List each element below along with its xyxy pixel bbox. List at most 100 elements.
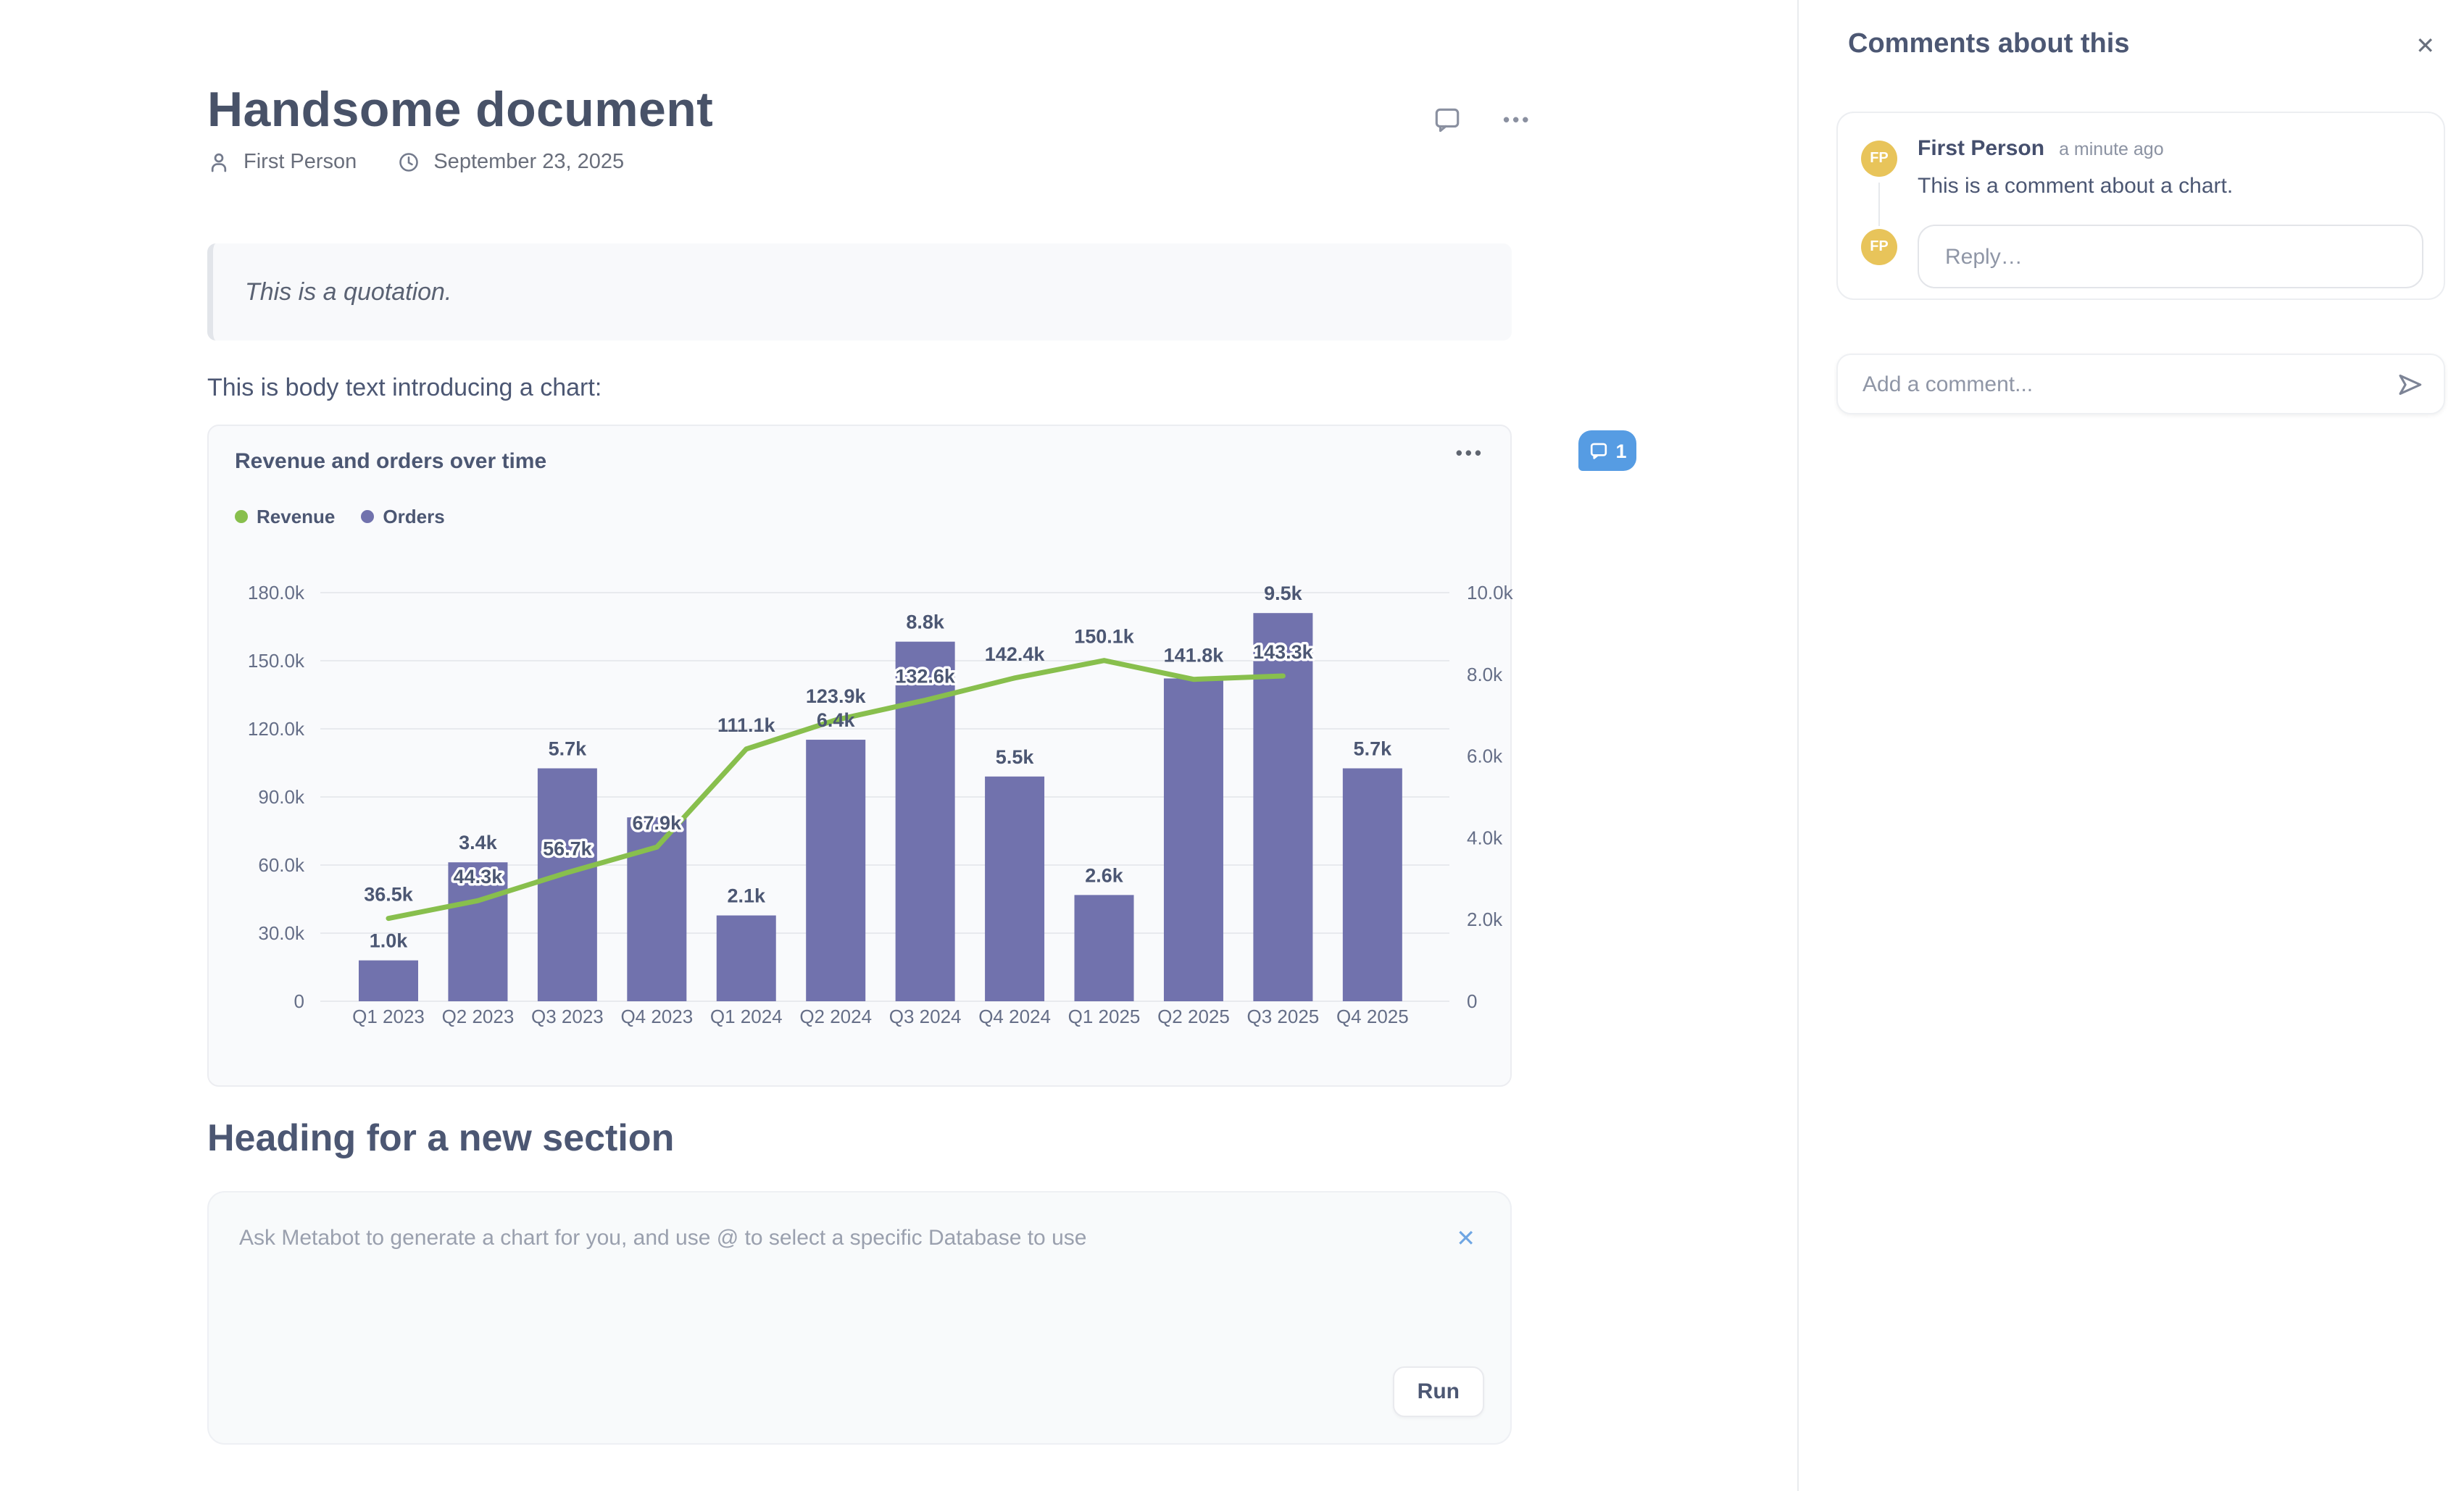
svg-text:5.5k: 5.5k [996, 746, 1035, 768]
add-comment-input[interactable] [1838, 355, 2396, 413]
comment-timestamp: a minute ago [2059, 139, 2164, 159]
legend-item-orders[interactable]: Orders [361, 506, 445, 527]
svg-text:Q3 2023: Q3 2023 [531, 1006, 604, 1027]
svg-text:6.4k: 6.4k [817, 709, 856, 731]
svg-text:120.0k: 120.0k [248, 718, 305, 740]
chart-menu-button[interactable]: ••• [1456, 443, 1484, 462]
svg-text:36.5k: 36.5k [364, 884, 414, 906]
svg-text:Q3 2025: Q3 2025 [1247, 1006, 1320, 1027]
svg-text:0: 0 [1467, 990, 1477, 1012]
svg-text:Q1 2024: Q1 2024 [710, 1006, 783, 1027]
svg-text:30.0k: 30.0k [258, 922, 305, 944]
svg-text:8.0k: 8.0k [1467, 664, 1503, 685]
chart-legend: Revenue Orders [235, 506, 445, 527]
run-button[interactable]: Run [1392, 1366, 1484, 1417]
svg-text:44.3k: 44.3k [454, 866, 504, 888]
metabot-clear-button[interactable]: ✕ [1453, 1221, 1478, 1256]
metabot-prompt-box: ✕ Run [207, 1191, 1512, 1445]
svg-text:60.0k: 60.0k [258, 854, 305, 876]
ellipsis-icon: ••• [1455, 442, 1484, 464]
svg-text:5.7k: 5.7k [1354, 738, 1393, 760]
svg-text:123.9k: 123.9k [806, 685, 867, 707]
svg-text:67.9k: 67.9k [633, 812, 683, 834]
section-heading[interactable]: Heading for a new section [207, 1116, 675, 1159]
svg-text:Q1 2023: Q1 2023 [352, 1006, 425, 1027]
svg-text:8.8k: 8.8k [906, 611, 945, 633]
revenue-legend-dot [235, 510, 248, 523]
svg-text:Q1 2025: Q1 2025 [1068, 1006, 1141, 1027]
body-text[interactable]: This is body text introducing a chart: [207, 374, 602, 401]
svg-text:141.8k: 141.8k [1164, 645, 1225, 667]
reply-input[interactable] [1918, 225, 2423, 288]
comment-bubble-icon [1590, 443, 1607, 459]
quote-text: This is a quotation. [245, 277, 452, 305]
document-header-actions: ••• [1432, 104, 1531, 135]
svg-text:Q2 2023: Q2 2023 [442, 1006, 515, 1027]
svg-text:Q4 2025: Q4 2025 [1336, 1006, 1409, 1027]
svg-text:10.0k: 10.0k [1467, 582, 1513, 604]
svg-text:9.5k: 9.5k [1264, 582, 1303, 604]
metabot-prompt-input[interactable] [236, 1224, 1425, 1252]
close-icon: ✕ [1456, 1227, 1476, 1252]
svg-text:142.4k: 142.4k [985, 643, 1046, 665]
close-icon: ✕ [2415, 35, 2435, 59]
sidebar-close-button[interactable]: ✕ [2413, 29, 2438, 64]
svg-text:1.0k: 1.0k [370, 930, 409, 952]
svg-text:0: 0 [294, 990, 304, 1012]
svg-text:Q3 2024: Q3 2024 [889, 1006, 962, 1027]
document-main: Handsome document ••• First Person [207, 83, 1636, 1445]
byline: First Person September 23, 2025 [207, 151, 624, 174]
svg-text:Q4 2024: Q4 2024 [978, 1006, 1051, 1027]
svg-text:6.0k: 6.0k [1467, 746, 1503, 767]
send-icon [2399, 374, 2422, 394]
svg-text:111.1k: 111.1k [717, 714, 776, 736]
chart-card[interactable]: 180.0k 150.0k 120.0k 90.0k 60.0k 30.0k 0 10.0k 8… [207, 425, 1513, 1087]
comment-count: 1 [1615, 440, 1627, 462]
document-date: September 23, 2025 [433, 151, 625, 174]
avatar: FP [1861, 229, 1897, 265]
avatar: FP [1861, 141, 1897, 177]
comment-header: First Person a minute ago [1918, 136, 2164, 161]
svg-text:150.0k: 150.0k [248, 650, 305, 672]
svg-text:180.0k: 180.0k [248, 582, 305, 604]
author-name: First Person [244, 151, 357, 174]
ellipsis-icon: ••• [1503, 109, 1532, 130]
chart-comment-count-badge[interactable]: 1 [1578, 430, 1636, 471]
send-comment-button[interactable] [2396, 370, 2444, 398]
comment-bubble-icon [1435, 108, 1460, 133]
legend-item-revenue[interactable]: Revenue [235, 506, 335, 527]
svg-text:2.1k: 2.1k [727, 885, 766, 907]
svg-text:Q4 2023: Q4 2023 [620, 1006, 693, 1027]
legend-label: Revenue [257, 506, 336, 527]
chart-title: Revenue and orders over time [235, 449, 547, 474]
person-icon [211, 153, 227, 172]
add-comment-box [1836, 354, 2445, 414]
comments-sidebar-title: Comments about this [1848, 29, 2130, 59]
document-comments-button[interactable] [1432, 104, 1462, 135]
clock-icon [399, 153, 419, 172]
svg-text:4.0k: 4.0k [1467, 827, 1503, 848]
legend-label: Orders [383, 506, 445, 527]
svg-text:143.3k: 143.3k [1253, 641, 1314, 663]
svg-text:5.7k: 5.7k [549, 738, 588, 760]
orders-legend-dot [361, 510, 375, 523]
comments-sidebar: Comments about this ✕ FP First Person a … [1797, 0, 2464, 1491]
revenue-orders-chart: 180.0k 150.0k 120.0k 90.0k 60.0k 30.0k 0 10.0k 8… [248, 582, 1513, 1027]
svg-text:90.0k: 90.0k [258, 786, 305, 808]
svg-text:2.0k: 2.0k [1467, 909, 1503, 930]
thread-line [1878, 183, 1880, 226]
svg-text:Q2 2024: Q2 2024 [799, 1006, 872, 1027]
document-menu-button[interactable]: ••• [1503, 110, 1531, 129]
comment-thread-card: FP First Person a minute ago This is a c… [1836, 112, 2445, 300]
quote-block[interactable]: This is a quotation. [207, 243, 1512, 341]
svg-text:150.1k: 150.1k [1074, 626, 1135, 648]
svg-text:2.6k: 2.6k [1085, 864, 1124, 886]
svg-text:Q2 2025: Q2 2025 [1157, 1006, 1230, 1027]
svg-text:132.6k: 132.6k [895, 666, 956, 688]
svg-text:3.4k: 3.4k [459, 832, 498, 853]
comment-author: First Person [1918, 136, 2045, 161]
svg-text:56.7k: 56.7k [543, 838, 593, 859]
comment-text: This is a comment about a chart. [1918, 174, 2234, 199]
page-title[interactable]: Handsome document [207, 83, 714, 138]
